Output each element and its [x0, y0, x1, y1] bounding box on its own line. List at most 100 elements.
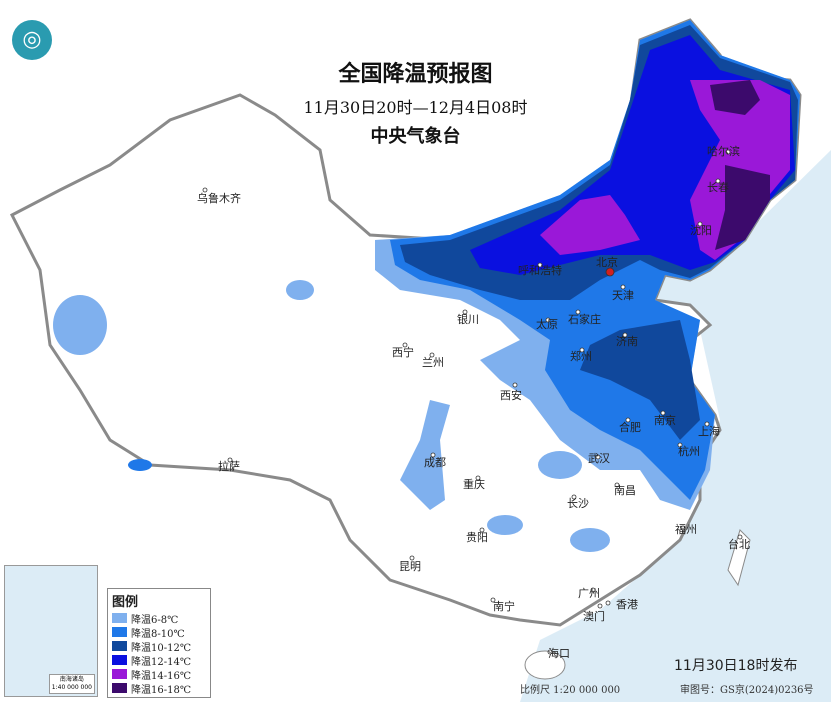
city-dot-icon	[575, 309, 581, 315]
cooling-patch-qinghai	[286, 280, 314, 300]
city-label: 南宁	[493, 599, 515, 613]
cma-logo: ◎	[12, 20, 52, 60]
city-dot-icon	[512, 382, 518, 388]
inset-label: 南海诸岛 1:40 000 000	[48, 674, 95, 694]
city-dot-icon	[537, 262, 543, 268]
city-dot-icon	[625, 417, 631, 423]
city-dot-icon	[547, 649, 553, 655]
legend-swatch	[112, 669, 127, 679]
city-label: 北京	[596, 255, 618, 269]
legend-item: 降温8-10℃	[112, 625, 206, 640]
cooling-patch-guizhou	[487, 515, 523, 535]
legend-label: 降温8-10℃	[131, 628, 185, 640]
cooling-16-18	[710, 80, 770, 250]
city-label: 杭州	[678, 444, 700, 458]
city-dot-icon	[737, 534, 743, 540]
city-dot-icon	[660, 410, 666, 416]
capital-star-icon	[605, 267, 615, 277]
city-dot-icon	[571, 494, 577, 500]
city-dot-icon	[430, 452, 436, 458]
cooling-patch-sichuan	[400, 400, 450, 510]
city-label: 武汉	[588, 452, 610, 465]
legend-title: 图例	[112, 595, 139, 610]
city-label: 南京	[654, 413, 676, 427]
city-label: 长沙	[567, 497, 589, 510]
city-label: 上海	[698, 424, 720, 438]
city-dot-icon	[462, 309, 468, 315]
city-dot-icon	[475, 475, 481, 481]
city-label: 呼和浩特	[518, 263, 562, 277]
city-dot-icon	[704, 421, 710, 427]
city-dot-icon	[605, 600, 611, 606]
hainan	[524, 650, 566, 680]
city-label: 济南	[616, 334, 638, 348]
review-number: 审图号：GS京(2024)0236号	[680, 685, 814, 696]
legend-swatch	[112, 641, 127, 651]
legend: 图例 降温6-8℃ 降温8-10℃ 降温10-12℃ 降温12-14℃ 降温14-16℃…	[107, 588, 211, 698]
city-dot-icon	[680, 525, 686, 531]
legend-swatch	[112, 683, 127, 693]
cooling-patch-hunan	[538, 451, 582, 479]
city-dot-icon	[545, 317, 551, 323]
city-dot-icon	[622, 332, 628, 338]
legend-swatch	[112, 613, 127, 623]
city-label: 贵阳	[466, 531, 488, 544]
city-label: 郑州	[570, 349, 592, 363]
city-dot-icon	[429, 352, 435, 358]
city-label: 重庆	[463, 477, 485, 491]
city-label: 乌鲁木齐	[197, 191, 241, 205]
city-dot-icon	[725, 149, 731, 155]
issued-time: 11月30日18时发布	[674, 658, 798, 674]
city-dot-icon	[227, 457, 233, 463]
legend-label: 降温6-8℃	[131, 614, 179, 626]
legend-item: 降温14-16℃	[112, 667, 206, 682]
legend-item: 降温16-18℃	[112, 681, 206, 696]
city-label: 西宁	[392, 345, 414, 359]
cooling-patch-south	[570, 528, 610, 552]
cooling-patch-tibet	[128, 459, 152, 471]
city-label: 银川	[457, 312, 479, 326]
city-label: 西安	[500, 388, 522, 402]
city-label: 沈阳	[690, 223, 712, 237]
city-dot-icon	[620, 284, 626, 290]
city-label: 石家庄	[568, 312, 601, 326]
city-dot-icon	[595, 454, 601, 460]
city-dot-icon	[479, 527, 485, 533]
legend-label: 降温10-12℃	[131, 642, 192, 654]
map-scale: 比例尺 1:20 000 000	[520, 685, 621, 696]
city-label: 兰州	[422, 356, 444, 369]
taiwan	[727, 529, 751, 587]
legend-label: 降温16-18℃	[131, 684, 192, 696]
city-label: 广州	[578, 587, 600, 600]
city-label: 哈尔滨	[707, 144, 740, 158]
sea	[520, 150, 831, 702]
city-dot-icon	[677, 442, 683, 448]
legend-swatch	[112, 627, 127, 637]
city-dot-icon	[715, 178, 721, 184]
legend-swatch	[112, 655, 127, 665]
city-dot-icon	[402, 342, 408, 348]
legend-item: 降温10-12℃	[112, 639, 206, 654]
city-dot-icon	[490, 597, 496, 603]
inset-title: 南海诸岛	[59, 676, 84, 683]
legend-item: 降温12-14℃	[112, 653, 206, 668]
city-label: 长春	[707, 181, 729, 194]
cooling-patch-west	[53, 295, 107, 355]
city-label: 拉萨	[218, 459, 240, 473]
city-label: 台北	[728, 537, 750, 551]
city-label: 香港	[616, 598, 638, 611]
city-dot-icon	[597, 603, 603, 609]
forecast-period: 11月30日20时—12月4日08时	[303, 98, 528, 117]
legend-label: 降温12-14℃	[131, 656, 192, 668]
city-label: 天津	[612, 289, 634, 302]
map-title: 全国降温预报图	[338, 62, 493, 87]
legend-item: 降温6-8℃	[112, 611, 206, 626]
city-dot-icon	[590, 587, 596, 593]
city-dot-icon	[409, 555, 415, 561]
city-label: 昆明	[399, 560, 421, 573]
legend-label: 降温14-16℃	[131, 670, 192, 682]
city-label: 海口	[548, 646, 570, 660]
city-label: 澳门	[583, 609, 605, 623]
inset-scale: 1:40 000 000	[51, 684, 92, 691]
